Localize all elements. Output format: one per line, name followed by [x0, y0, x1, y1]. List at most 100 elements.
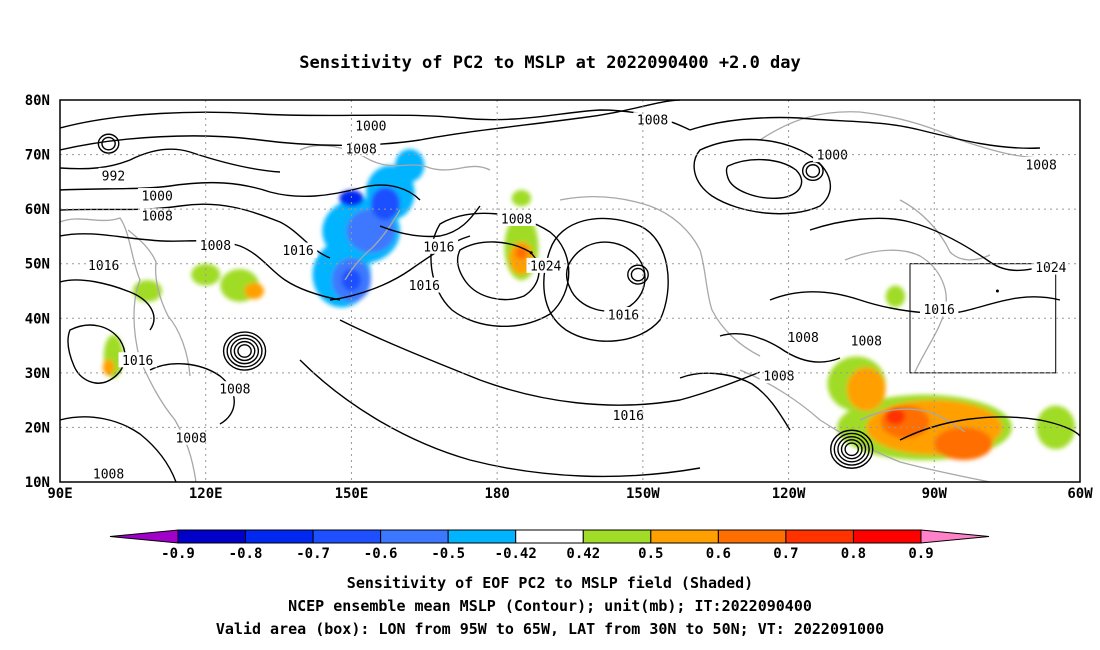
coastlines — [60, 111, 1061, 482]
lat-label: 10N — [25, 475, 50, 491]
low-center-ring — [233, 340, 256, 362]
contour-1016-subtropic — [299, 359, 701, 478]
contour-label-bg — [215, 381, 255, 397]
contour-label-bg — [341, 141, 381, 157]
contour-1008-south-asia — [60, 416, 177, 482]
lon-label: 60W — [1067, 486, 1093, 502]
coastline-cuba — [859, 408, 966, 433]
contour-label: 1024 — [530, 259, 561, 274]
contour-label: 1008 — [200, 239, 231, 254]
colorbar-tick-label: -0.9 — [161, 546, 195, 562]
colorbar-tick-label: 0.6 — [706, 546, 731, 562]
lat-label: 20N — [25, 420, 50, 436]
colorbar-tick-label: -0.7 — [296, 546, 330, 562]
coastline-north-america-west — [559, 195, 761, 357]
contour-label-bg — [137, 208, 177, 224]
sensitivity-shading — [102, 149, 1076, 461]
colorbar-segment — [717, 529, 787, 544]
low-center-ring — [805, 164, 821, 178]
shading-blob-28 — [339, 190, 364, 207]
contour-label: 1016 — [423, 240, 454, 255]
caption-line-3: Valid area (box): LON from 95W to 65W, L… — [216, 620, 884, 638]
contour-label-bg — [633, 112, 672, 128]
shading-blob-8 — [511, 190, 532, 207]
contour-label: 1008 — [501, 212, 532, 227]
low-center-ring — [830, 429, 874, 469]
contour-label: 1008 — [219, 383, 250, 398]
low-center-ring — [630, 267, 646, 282]
shading-blob-18 — [102, 359, 115, 376]
lon-label: 120W — [772, 486, 806, 502]
contour-label: 1008 — [851, 335, 882, 350]
contour-label: 1016 — [122, 354, 153, 369]
contour-1008-china-sea — [149, 363, 235, 425]
tight-low-centers — [97, 133, 999, 469]
contour-label-bg — [405, 277, 444, 293]
contour-1008-west-us — [719, 333, 841, 363]
contour-label: 1008 — [345, 143, 376, 158]
map-title: Sensitivity of PC2 to MSLP at 2022090400… — [299, 53, 801, 73]
contour-1016-bay — [67, 324, 126, 384]
contour-label-bg — [783, 329, 823, 345]
coastline-east-us — [844, 249, 947, 373]
low-center-ring — [226, 334, 263, 368]
lat-label: 50N — [25, 257, 50, 273]
coastline-korea-china — [127, 229, 191, 377]
valid-area-box — [909, 263, 1057, 374]
contour-label: 1016 — [282, 244, 313, 259]
contour-label: 1008 — [787, 331, 818, 346]
shading-blob-27 — [934, 427, 993, 461]
low-center-ring — [97, 133, 120, 154]
contour-label-bg — [497, 210, 536, 226]
coastline-hudson — [899, 199, 991, 261]
low-center-ring — [222, 331, 267, 371]
contour-1000-west — [60, 181, 421, 201]
colorbar-tick-label: -0.8 — [229, 546, 263, 562]
contour-label-bg — [526, 257, 565, 273]
contour-label: 1008 — [1025, 158, 1056, 173]
contour-label: 1016 — [88, 259, 119, 274]
contour-label-bg — [813, 147, 852, 163]
contour-label: 1024 — [1035, 261, 1066, 276]
contour-label: 1008 — [93, 467, 124, 482]
lat-label: 60N — [25, 202, 50, 218]
contour-label: 1016 — [608, 309, 639, 324]
shading-blob-17 — [244, 282, 264, 300]
contour-1024-high — [456, 241, 540, 301]
contour-label: 1008 — [637, 114, 668, 129]
low-center-ring — [840, 439, 863, 460]
longitude-tick-labels: 90E 120E 150E 180 150W 120W 90W 60W — [47, 486, 1093, 502]
colorbar-segment — [380, 529, 449, 544]
low-center-ring — [627, 264, 649, 285]
contour-label-bg — [278, 242, 318, 258]
colorbar-segment — [447, 529, 517, 544]
lat-label: 80N — [25, 93, 50, 109]
shading-blob-14 — [885, 285, 906, 308]
contour-low-canada — [725, 158, 803, 199]
contour-1024-atlantic — [809, 217, 1061, 272]
contour-label: 1008 — [175, 431, 206, 446]
high-center-dot — [529, 251, 533, 255]
map-frame — [59, 99, 1081, 483]
contour-label-bg — [609, 407, 648, 423]
contour-1008-gulf-alaska — [543, 217, 669, 342]
contour-label-bg — [84, 257, 123, 273]
lon-label: 90E — [47, 486, 72, 502]
contour-1008-mexico — [679, 372, 791, 431]
shading-blob-12 — [1036, 405, 1076, 450]
caption-line-2: NCEP ensemble mean MSLP (Contour); unit(… — [288, 597, 812, 615]
map-panel: 1000 1008 1008 992 1000 1008 1000 1008 1008 1016 1… — [25, 93, 1094, 502]
colorbar-segment — [785, 529, 854, 544]
colorbar-tick-label: -0.42 — [495, 546, 537, 562]
coastline-siberia — [299, 144, 491, 171]
contour-label-bg — [1021, 156, 1061, 172]
lat-label: 40N — [25, 311, 50, 327]
shading-blob-16 — [346, 209, 396, 253]
contour-1000-canada — [693, 138, 831, 215]
contour-label: 1008 — [141, 210, 172, 225]
lat-lon-grid — [60, 100, 1080, 482]
low-center-ring — [237, 344, 252, 358]
colorbar-segment — [177, 529, 247, 544]
contour-label-bg — [351, 118, 391, 134]
